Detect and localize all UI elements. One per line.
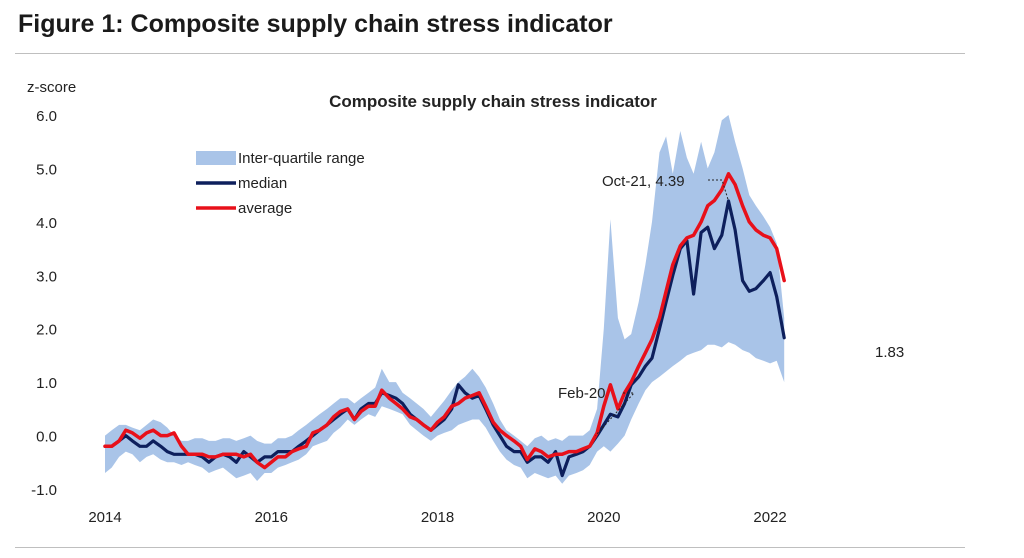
x-tick-label: 2018 — [421, 509, 454, 526]
y-tick-label: 2.0 — [36, 322, 57, 339]
y-tick-labels: 6.0 5.0 4.0 3.0 2.0 1.0 0.0 -1.0 — [31, 108, 57, 499]
iqr-band-layer — [105, 115, 785, 484]
chart-title: Composite supply chain stress indicator — [329, 92, 657, 111]
annotations: Oct-21, 4.39 Feb-20 1.83 — [558, 173, 904, 436]
figure-title: Figure 1: Composite supply chain stress … — [18, 10, 613, 38]
series-line-average — [103, 172, 786, 470]
y-tick-label: 6.0 — [36, 108, 57, 125]
y-tick-label: 1.0 — [36, 375, 57, 392]
y-axis-label: z-score — [27, 79, 76, 96]
series-lines — [103, 172, 786, 478]
y-tick-label: -1.0 — [31, 482, 57, 499]
x-tick-label: 2016 — [255, 509, 288, 526]
legend-swatch-iqr — [196, 151, 236, 165]
y-tick-label: 3.0 — [36, 268, 57, 285]
y-tick-label: 4.0 — [36, 215, 57, 232]
top-divider — [15, 53, 965, 54]
y-tick-label: 5.0 — [36, 161, 57, 178]
x-tick-labels: 2014 2016 2018 2020 2022 — [88, 509, 786, 526]
bottom-divider — [15, 547, 965, 548]
annotation-peak-leader — [708, 179, 729, 202]
legend: Inter-quartile range median average — [196, 150, 365, 217]
legend-label-average: average — [238, 200, 292, 217]
legend-label-median: median — [238, 175, 287, 192]
x-tick-label: 2014 — [88, 509, 121, 526]
iqr-band — [105, 115, 785, 484]
annotation-last-value: 1.83 — [875, 344, 904, 361]
x-tick-label: 2022 — [753, 509, 786, 526]
x-tick-label: 2020 — [587, 509, 620, 526]
legend-label-band: Inter-quartile range — [238, 150, 365, 167]
annotation-peak: Oct-21, 4.39 — [602, 173, 685, 190]
annotation-feb20: Feb-20 — [558, 385, 606, 402]
annotation-feb20-leader — [595, 392, 636, 436]
y-tick-label: 0.0 — [36, 429, 57, 446]
